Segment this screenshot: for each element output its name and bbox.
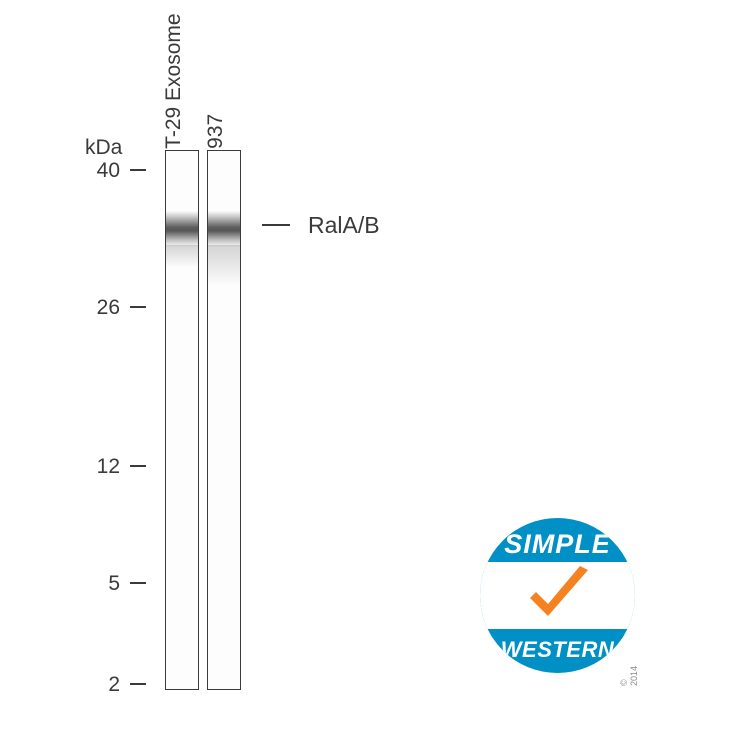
badge-circle: SIMPLE WESTERN [480,518,635,673]
kda-axis-label: kDa [85,136,122,160]
lane-2-smear [208,245,240,285]
marker-label-5: 5 [88,572,120,596]
lane-2 [207,150,241,690]
marker-tick-2 [130,683,146,685]
badge-bottom-text: WESTERN [480,637,635,663]
lane-2-band [208,211,240,247]
badge-copyright: © 2014 [619,666,639,686]
lane-1-band [166,211,198,247]
marker-tick-12 [130,465,146,467]
lane-1-smear [166,245,198,267]
check-icon [518,562,598,630]
marker-label-26: 26 [88,296,120,320]
badge-top-text: SIMPLE [480,529,635,560]
simple-western-badge: SIMPLE WESTERN © 2014 [480,518,635,673]
protein-label: RalA/B [308,212,380,239]
lane-1 [165,150,199,690]
protein-tick [262,224,290,226]
lane-label-1: HT-29 Exosome [162,13,186,164]
marker-label-40: 40 [88,159,120,183]
marker-tick-26 [130,306,146,308]
marker-tick-40 [130,169,146,171]
marker-label-12: 12 [88,455,120,479]
marker-label-2: 2 [88,673,120,697]
marker-tick-5 [130,582,146,584]
